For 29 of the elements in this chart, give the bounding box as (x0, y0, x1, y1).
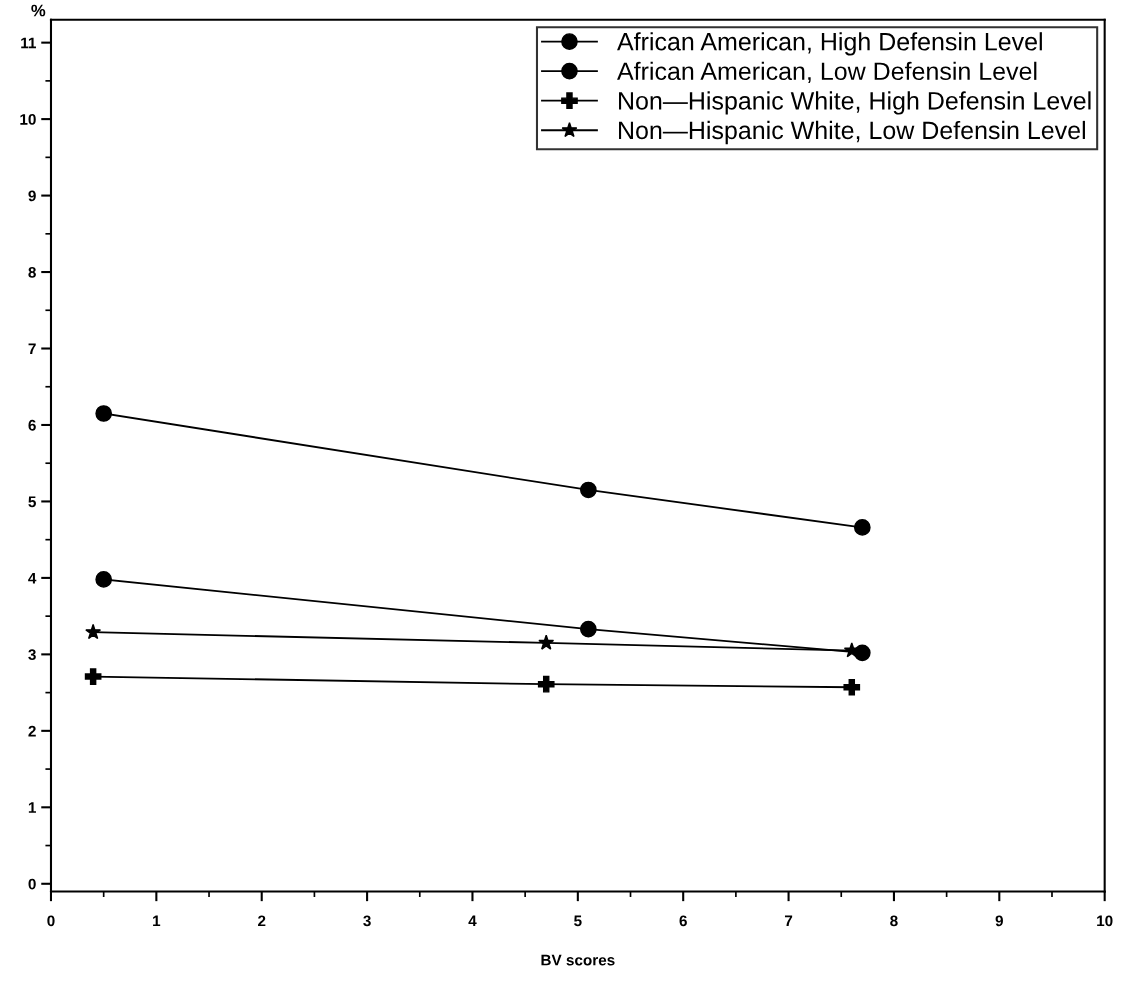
y-tick-label: 5 (28, 496, 36, 508)
x-tick-label: 7 (784, 915, 793, 927)
y-tick-label: 10 (20, 113, 36, 125)
y-tick-label: 7 (28, 343, 36, 355)
x-tick-label: 0 (47, 915, 55, 927)
x-tick-label: 1 (153, 915, 161, 927)
y-tick-label: 6 (28, 419, 36, 431)
x-tick-label: 9 (995, 915, 1003, 927)
x-axis-title: BV scores (541, 954, 615, 966)
x-tick-label: 3 (363, 915, 371, 927)
x-tick-label: 5 (574, 915, 582, 927)
legend-label: Non—Hispanic White, High Defensin Level (619, 91, 1091, 115)
y-axis-title: % (31, 4, 46, 17)
y-tick-label: 9 (28, 190, 36, 202)
x-tick-label: 4 (468, 915, 477, 927)
y-tick-label: 2 (28, 725, 36, 737)
y-tick-label: 11 (21, 37, 36, 49)
legend-label: African American, Low Defensin Level (617, 61, 1037, 84)
x-tick-label: 2 (258, 915, 266, 927)
y-tick-label: 8 (28, 266, 36, 278)
x-tick-label: 10 (1097, 915, 1113, 927)
legend-label: Non—Hispanic White, Low Defensin Level (619, 120, 1085, 145)
x-tick-label: 8 (890, 915, 898, 927)
y-tick-label: 4 (28, 572, 37, 584)
y-tick-label: 0 (28, 878, 36, 890)
y-tick-label: 1 (28, 802, 36, 813)
y-tick-label: 3 (28, 649, 36, 661)
legend-label: African American, High Defensin Level (617, 32, 1042, 56)
x-tick-label: 6 (679, 915, 687, 927)
